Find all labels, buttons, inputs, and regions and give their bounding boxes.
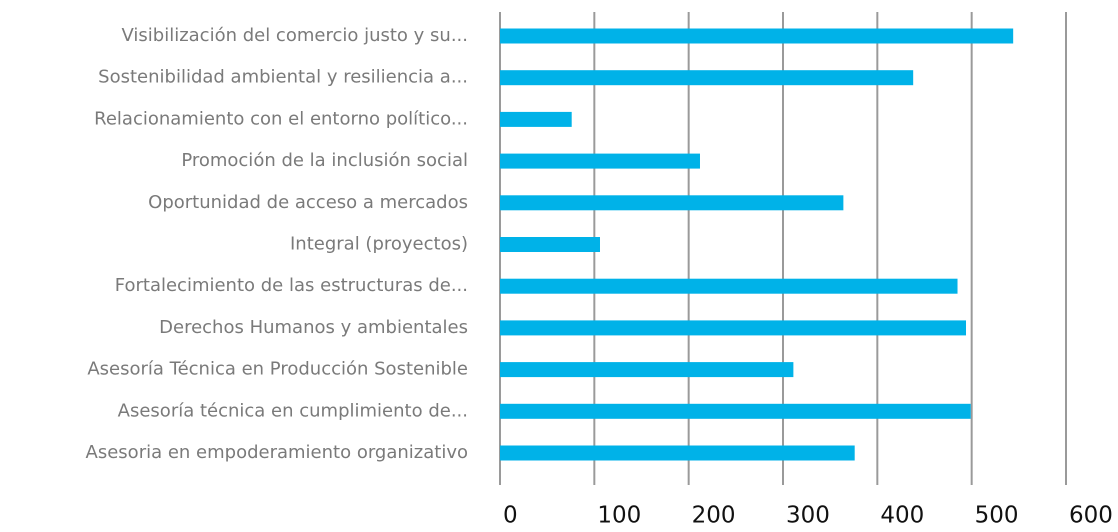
bar xyxy=(500,28,1014,44)
y-tick-label: Asesoría técnica en cumplimiento de... xyxy=(118,400,468,421)
bar xyxy=(500,195,844,211)
y-tick-label: Promoción de la inclusión social xyxy=(181,150,468,171)
bar xyxy=(500,237,600,252)
x-tick-label: 0 xyxy=(503,503,518,529)
bar xyxy=(500,70,914,86)
y-tick-label: Derechos Humanos y ambientales xyxy=(159,317,468,338)
bar xyxy=(500,320,967,336)
y-tick-label: Oportunidad de acceso a mercados xyxy=(148,192,468,213)
bar xyxy=(500,278,958,294)
x-tick-label: 500 xyxy=(975,503,1019,529)
y-tick-label: Asesoría Técnica en Producción Sostenibl… xyxy=(87,359,468,380)
bar xyxy=(500,403,971,419)
x-tick-label: 100 xyxy=(597,503,641,529)
bar xyxy=(500,362,794,378)
x-tick-label: 600 xyxy=(1069,503,1113,529)
y-tick-label: Integral (proyectos) xyxy=(290,234,468,255)
y-tick-label: Sostenibilidad ambiental y resiliencia a… xyxy=(98,67,468,88)
y-tick-label: Visibilización del comercio justo y su..… xyxy=(121,25,468,46)
x-tick-label: 200 xyxy=(692,503,736,529)
x-tick-label: 300 xyxy=(786,503,830,529)
bar xyxy=(500,445,855,461)
bar xyxy=(500,153,700,169)
y-tick-label: Fortalecimiento de las estructuras de... xyxy=(115,275,468,296)
y-tick-label: Asesoria en empoderamiento organizativo xyxy=(86,442,468,463)
bar xyxy=(500,111,572,127)
y-tick-label: Relacionamiento con el entorno político.… xyxy=(94,108,468,129)
x-tick-label: 400 xyxy=(880,503,924,529)
